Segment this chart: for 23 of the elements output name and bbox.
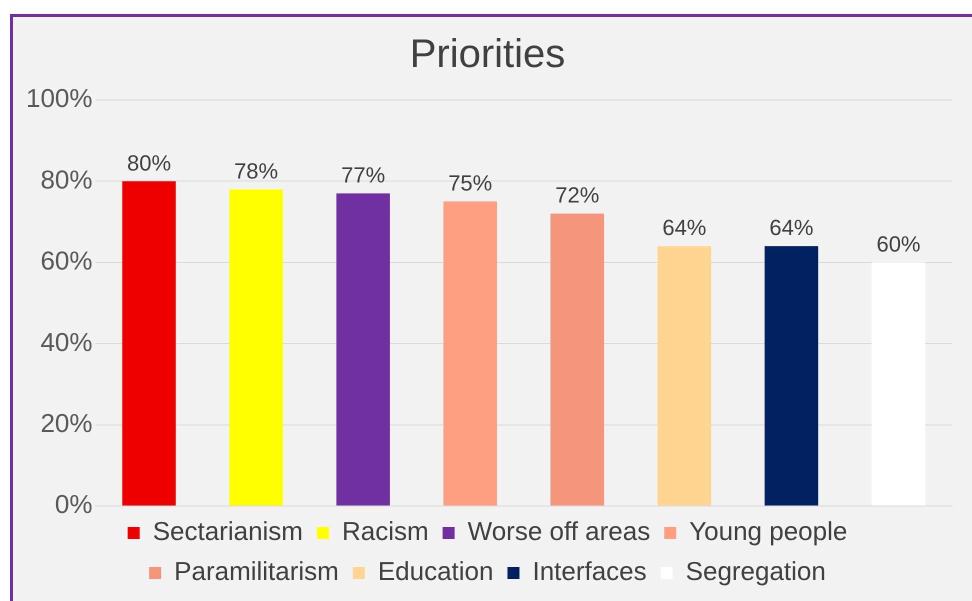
text: 64% (769, 215, 814, 240)
text: 72% (555, 182, 600, 208)
y-tick-label: 80% (40, 164, 92, 194)
legend-label: Education (378, 556, 494, 586)
y-tick-label: 60% (40, 246, 92, 276)
chart-title: Priorities (410, 32, 566, 76)
legend-label: Interfaces (532, 556, 647, 586)
text: 80% (127, 150, 172, 176)
y-tick-label: 0% (54, 489, 92, 520)
text: 78% (234, 158, 278, 184)
y-tick-label: 100% (26, 83, 92, 114)
legend-label: Segregation (686, 556, 826, 586)
text: 60% (876, 231, 920, 256)
legend-label: Sectarianism (152, 516, 303, 546)
y-tick-label: 40% (40, 326, 92, 357)
legend-label: Racism (342, 516, 429, 546)
text: 77% (341, 162, 386, 188)
legend-label: Paramilitarism (174, 556, 339, 586)
legend-label: Young people (689, 516, 848, 546)
text: 75% (448, 170, 492, 196)
text: 64% (662, 215, 706, 240)
y-tick-label: 20% (40, 408, 92, 438)
legend-label: Worse off areas (468, 516, 650, 546)
